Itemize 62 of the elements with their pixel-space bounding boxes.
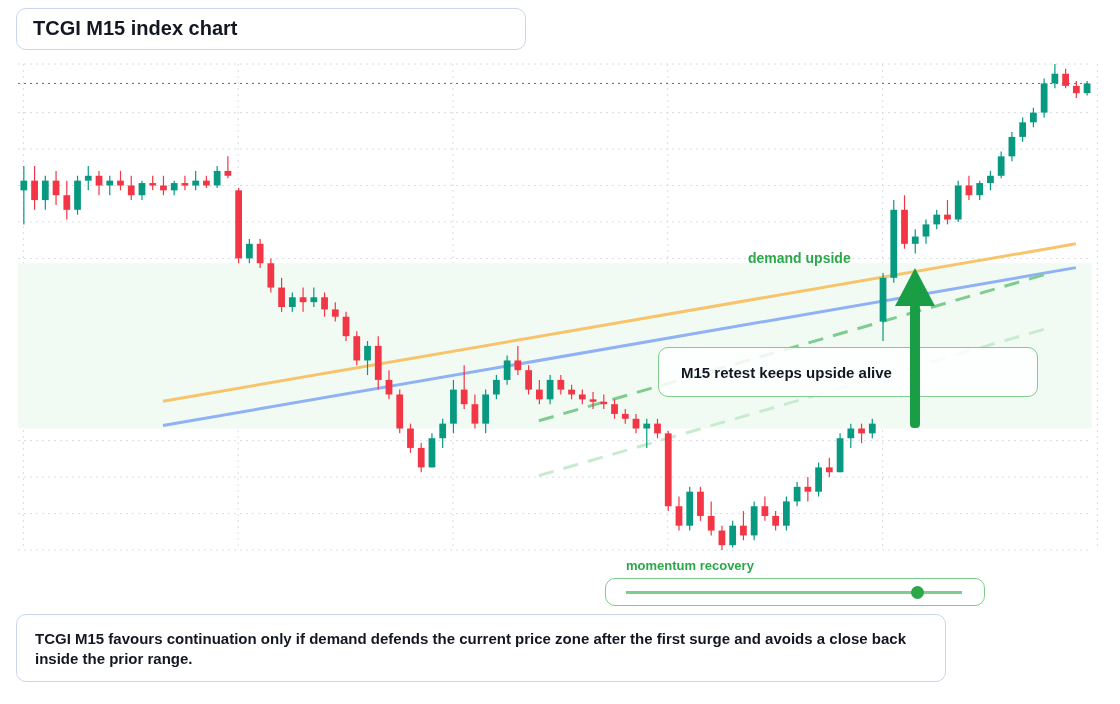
candlestick [847, 423, 855, 449]
candlestick [213, 165, 221, 189]
candlestick [503, 355, 511, 386]
candlestick [525, 364, 532, 396]
candlestick [288, 291, 296, 313]
candlestick [460, 364, 468, 410]
candlestick [278, 277, 285, 313]
candlestick [41, 175, 49, 211]
candlestick [63, 180, 71, 221]
candlestick [729, 520, 737, 549]
candlestick [1030, 107, 1037, 128]
candlestick [761, 495, 769, 522]
candlestick [868, 418, 876, 439]
candlestick [84, 165, 92, 191]
candlestick [471, 393, 479, 430]
candlestick [535, 379, 543, 405]
candlestick [514, 345, 522, 376]
candlestick [922, 218, 930, 245]
callout-box: M15 retest keeps upside alive [658, 347, 1038, 397]
candlestick [654, 418, 661, 439]
candlestick [20, 165, 28, 225]
candlestick [117, 170, 124, 191]
candlestick [407, 423, 414, 454]
chart-title: TCGI M15 index chart [16, 8, 526, 50]
candlestick [976, 180, 984, 201]
candlestick [804, 476, 812, 502]
candlestick [417, 442, 425, 473]
candlestick [181, 175, 189, 191]
candlestick [589, 391, 597, 410]
candlestick [127, 175, 135, 201]
candlestick [106, 175, 114, 196]
candlestick [611, 398, 618, 420]
candlestick [740, 510, 747, 541]
candlestick [493, 374, 500, 400]
candlestick [1062, 68, 1069, 89]
candlestick [31, 165, 38, 211]
candlestick [987, 170, 994, 191]
candlestick [299, 286, 307, 313]
candlestick [439, 418, 447, 449]
candlestick [707, 500, 715, 537]
candlestick [95, 170, 103, 196]
text: TCGI M15 favours continuation only if demand defends the current price zone after the first surge and avoids a close back inside the prior range. [16, 614, 946, 682]
candlestick [933, 209, 941, 230]
candlestick [825, 457, 833, 478]
candlestick [772, 510, 780, 532]
candlestick [245, 238, 253, 264]
candlestick [643, 418, 651, 449]
annotation: demand upside [748, 250, 851, 266]
candlestick [944, 199, 951, 225]
candlestick [310, 286, 318, 308]
candlestick [224, 155, 232, 179]
candlestick [192, 170, 200, 191]
candlestick [632, 413, 640, 434]
candlestick [364, 340, 371, 376]
candlestick [675, 495, 683, 532]
candlestick [321, 291, 328, 318]
candlestick [997, 150, 1005, 179]
candlestick [911, 228, 919, 255]
candlestick [1019, 116, 1027, 143]
candlestick [331, 301, 339, 323]
candlestick [557, 374, 565, 396]
text: momentum recovery [626, 558, 754, 573]
